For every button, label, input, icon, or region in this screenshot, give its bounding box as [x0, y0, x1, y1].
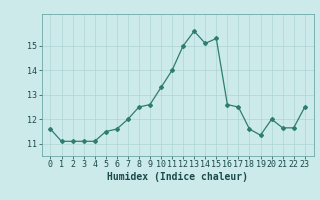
- X-axis label: Humidex (Indice chaleur): Humidex (Indice chaleur): [107, 172, 248, 182]
